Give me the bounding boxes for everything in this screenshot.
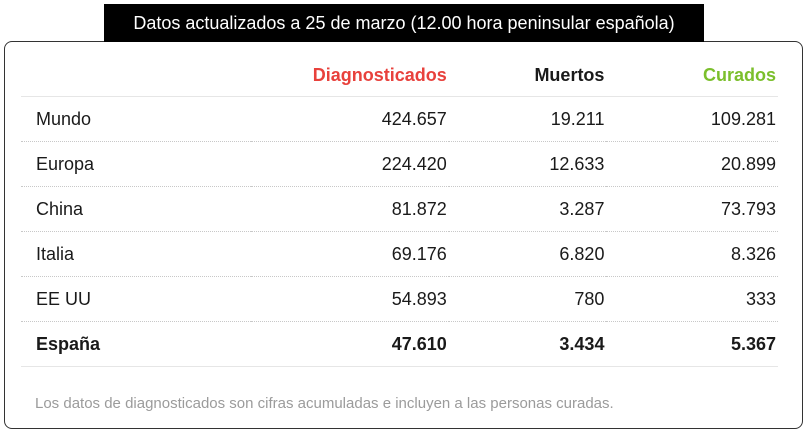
- row-curados: 20.899: [606, 141, 778, 187]
- row-curados: 73.793: [606, 186, 778, 232]
- data-card: Diagnosticados Muertos Curados Mundo 424…: [4, 41, 803, 429]
- header-curados: Curados: [606, 54, 778, 97]
- row-country: España: [21, 321, 251, 367]
- row-muertos: 780: [448, 276, 607, 322]
- row-diagnosticados: 54.893: [250, 276, 449, 322]
- header-country: [21, 54, 251, 97]
- row-muertos: 6.820: [448, 231, 607, 277]
- table-row-china: China 81.872 3.287 73.793: [21, 186, 778, 232]
- header-muertos: Muertos: [448, 54, 607, 97]
- row-muertos: 12.633: [448, 141, 607, 187]
- row-country: Europa: [21, 141, 251, 187]
- row-diagnosticados: 81.872: [250, 186, 449, 232]
- row-curados: 333: [606, 276, 778, 322]
- cases-table: Diagnosticados Muertos Curados Mundo 424…: [21, 54, 778, 367]
- table-row-mundo: Mundo 424.657 19.211 109.281: [21, 96, 778, 142]
- row-country: Italia: [21, 231, 251, 277]
- row-muertos: 3.434: [448, 321, 607, 367]
- row-diagnosticados: 224.420: [250, 141, 449, 187]
- row-curados: 8.326: [606, 231, 778, 277]
- row-country: Mundo: [21, 96, 251, 142]
- header-diagnosticados: Diagnosticados: [250, 54, 449, 97]
- table-row-italia: Italia 69.176 6.820 8.326: [21, 231, 778, 277]
- table-header-row: Diagnosticados Muertos Curados: [21, 54, 778, 97]
- row-diagnosticados: 47.610: [250, 321, 449, 367]
- row-muertos: 19.211: [448, 96, 607, 142]
- row-muertos: 3.287: [448, 186, 607, 232]
- update-banner: Datos actualizados a 25 de marzo (12.00 …: [104, 4, 704, 42]
- table-row-espana: España 47.610 3.434 5.367: [21, 321, 778, 367]
- row-diagnosticados: 424.657: [250, 96, 449, 142]
- row-curados: 5.367: [606, 321, 778, 367]
- row-country: EE UU: [21, 276, 251, 322]
- footnote: Los datos de diagnosticados son cifras a…: [35, 395, 614, 412]
- row-diagnosticados: 69.176: [250, 231, 449, 277]
- row-country: China: [21, 186, 251, 232]
- row-curados: 109.281: [606, 96, 778, 142]
- table-row-eeuu: EE UU 54.893 780 333: [21, 276, 778, 322]
- table-row-europa: Europa 224.420 12.633 20.899: [21, 141, 778, 187]
